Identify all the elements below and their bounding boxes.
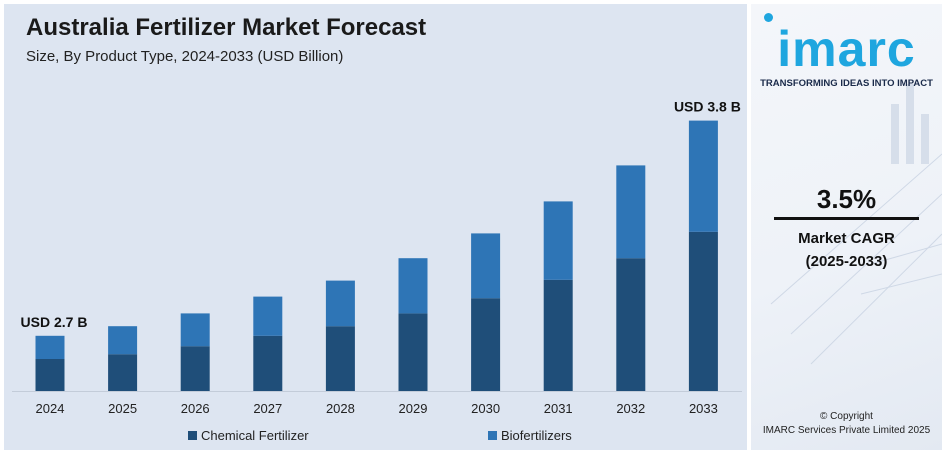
bar-biofertilizers-2026: [180, 313, 210, 347]
copyright-line-2: IMARC Services Private Limited 2025: [762, 425, 931, 436]
bar-chemical-fertilizer-2032: [616, 258, 646, 391]
bar-biofertilizers-2024: [35, 335, 65, 359]
copyright: © Copyright IMARC Services Private Limit…: [751, 410, 942, 438]
legend-item-biofertilizers: Biofertilizers: [488, 428, 572, 443]
bar-biofertilizers-2025: [108, 326, 138, 355]
bar-chemical-fertilizer-2029: [398, 313, 428, 391]
bar-chemical-fertilizer-2024: [35, 359, 65, 391]
side-panel: imarc TRANSFORMING IDEAS INTO IMPACT 3.5…: [751, 4, 942, 450]
legend-label-biofertilizers: Biofertilizers: [501, 428, 572, 443]
legend-swatch-chemical-fertilizer: [188, 431, 197, 440]
x-tick-label-2025: 2025: [108, 401, 137, 416]
bar-chemical-fertilizer-2030: [471, 298, 501, 391]
background-decoration: [770, 84, 942, 365]
legend-item-chemical-fertilizer: Chemical Fertilizer: [188, 428, 309, 443]
logo-tagline: TRANSFORMING IDEAS INTO IMPACT: [760, 78, 933, 89]
bar-chemical-fertilizer-2031: [543, 279, 573, 391]
x-tick-label-2026: 2026: [181, 401, 210, 416]
bar-chart: 2024 USD 2.7 B 2025 2026 2027 2028 2029 2030 203…: [12, 99, 742, 416]
bar-chemical-fertilizer-2025: [108, 354, 138, 391]
x-tick-label-2029: 2029: [399, 401, 428, 416]
logo-dot: [764, 13, 773, 22]
x-tick-label-2031: 2031: [544, 401, 573, 416]
bar-chemical-fertilizer-2028: [325, 326, 355, 391]
x-tick-label-2028: 2028: [326, 401, 355, 416]
bar-chemical-fertilizer-2033: [688, 231, 718, 391]
bar-biofertilizers-2032: [616, 165, 646, 259]
cagr-period: (2025-2033): [805, 253, 888, 270]
bar-biofertilizers-2027: [253, 296, 283, 336]
chart-subtitle: Size, By Product Type, 2024-2033 (USD Bi…: [26, 48, 344, 65]
cagr-label: Market CAGR: [798, 230, 895, 247]
imarc-logo: imarc: [777, 21, 916, 77]
x-tick-label-2032: 2032: [616, 401, 645, 416]
bar-chemical-fertilizer-2027: [253, 335, 283, 391]
bar-biofertilizers-2030: [471, 233, 501, 299]
total-label-2024: USD 2.7 B: [21, 314, 88, 330]
x-tick-label-2024: 2024: [36, 401, 65, 416]
x-tick-label-2033: 2033: [689, 401, 718, 416]
chart-title: Australia Fertilizer Market Forecast: [26, 14, 427, 41]
bar-biofertilizers-2028: [325, 280, 355, 327]
x-tick-label-2030: 2030: [471, 401, 500, 416]
cagr-divider: [774, 217, 919, 220]
copyright-line-1: © Copyright: [820, 411, 873, 422]
bar-biofertilizers-2031: [543, 201, 573, 280]
legend-label-chemical-fertilizer: Chemical Fertilizer: [201, 428, 309, 443]
bar-biofertilizers-2029: [398, 258, 428, 314]
cagr-value: 3.5%: [816, 184, 877, 214]
total-label-2033: USD 3.8 B: [674, 99, 741, 115]
legend-swatch-biofertilizers: [488, 431, 497, 440]
bar-biofertilizers-2033: [688, 120, 718, 232]
bar-chemical-fertilizer-2026: [180, 346, 210, 391]
x-tick-label-2027: 2027: [253, 401, 282, 416]
chart-panel: Australia Fertilizer Market Forecast Siz…: [4, 4, 747, 450]
